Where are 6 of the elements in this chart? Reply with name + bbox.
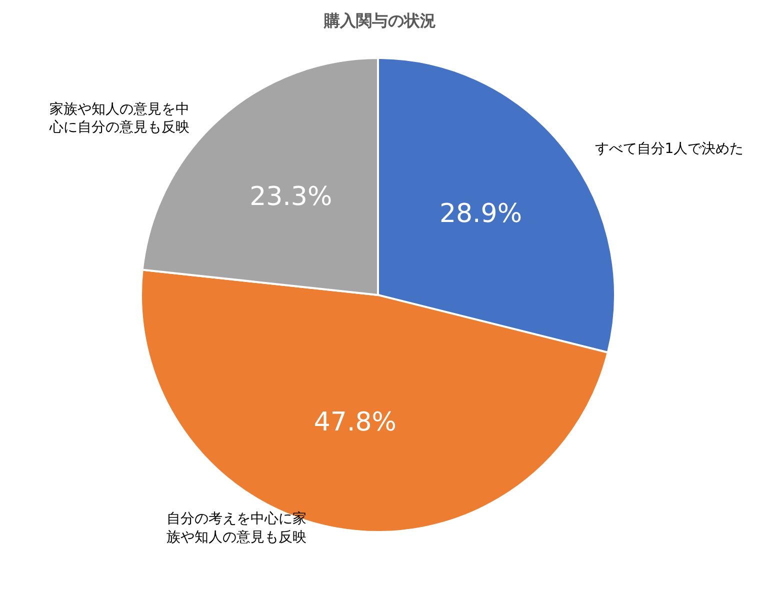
data-label: 28.9%	[439, 198, 522, 229]
slice-label: すべて自分1人で決めた	[594, 140, 744, 157]
data-label: 23.3%	[250, 182, 332, 212]
data-label: 47.8%	[314, 407, 396, 438]
slice-label: 家族や知人の意見を中心に自分の意見も反映	[48, 101, 190, 136]
chart-title: 購入関与の状況	[323, 11, 436, 30]
